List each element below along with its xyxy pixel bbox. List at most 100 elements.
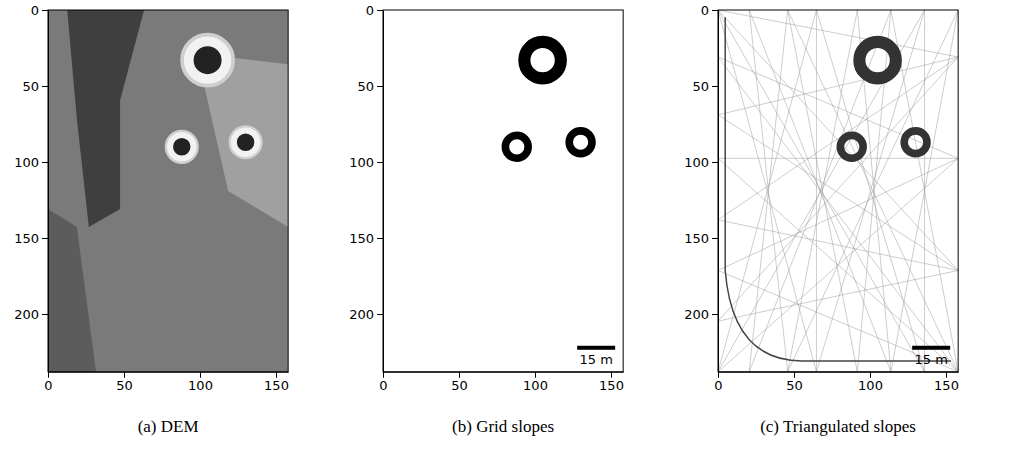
x-axis: 050100150 xyxy=(44,372,289,393)
tick-label: 50 xyxy=(357,79,374,94)
plot-area xyxy=(383,10,623,372)
tick-label: 0 xyxy=(379,378,387,393)
image-ground xyxy=(383,10,623,372)
mesh-edge xyxy=(718,220,958,271)
tick: 0 xyxy=(701,3,718,18)
axis-line xyxy=(48,11,49,373)
mesh-edge xyxy=(718,10,958,270)
tick: 150 xyxy=(264,372,289,393)
frame xyxy=(48,10,288,372)
tick-label: 200 xyxy=(684,307,709,322)
tick-label: 0 xyxy=(366,3,374,18)
mesh-edge xyxy=(749,10,891,372)
crater-rim xyxy=(182,35,233,86)
caption: (c) Triangulated slopes xyxy=(760,417,916,436)
tick-label: 0 xyxy=(714,378,722,393)
tick-mark xyxy=(42,86,48,87)
crater xyxy=(840,135,863,158)
tick: 0 xyxy=(44,372,52,393)
axis-line xyxy=(383,11,384,373)
tick-mark xyxy=(712,314,718,315)
tick-mark xyxy=(377,238,383,239)
crater xyxy=(524,42,560,78)
tick-label: 150 xyxy=(934,378,959,393)
tick: 200 xyxy=(684,307,718,322)
axis-line xyxy=(49,372,289,373)
mesh-edge xyxy=(718,158,958,270)
tick: 200 xyxy=(349,307,383,322)
tick-label: 100 xyxy=(14,155,39,170)
tick-label: 150 xyxy=(264,378,289,393)
plot-area xyxy=(718,10,958,372)
crater xyxy=(505,135,528,158)
plot-area xyxy=(48,10,288,372)
mesh-edge xyxy=(816,10,817,372)
mesh-edge xyxy=(816,10,924,372)
panel: 05010015005010015020015 m(b) Grid slopes xyxy=(349,3,624,436)
image-ground xyxy=(718,10,958,372)
mesh-edge xyxy=(718,270,958,321)
crater xyxy=(904,131,927,154)
tick-mark xyxy=(459,372,460,378)
mesh-edge xyxy=(788,10,858,372)
panel: 050100150050100150200(a) DEM xyxy=(14,3,289,436)
tick: 50 xyxy=(22,79,48,94)
tick-label: 150 xyxy=(599,378,624,393)
tick: 0 xyxy=(31,3,48,18)
tick-label: 200 xyxy=(14,307,39,322)
low-terrain xyxy=(67,10,144,227)
mesh-edge xyxy=(788,10,858,372)
tick-mark xyxy=(42,10,48,11)
crater-rim xyxy=(230,126,262,158)
mesh-edge xyxy=(718,158,958,371)
tick-mark xyxy=(377,162,383,163)
frame xyxy=(718,10,958,372)
y-axis: 050100150200 xyxy=(349,3,383,373)
axis-line xyxy=(384,372,624,373)
panel: 05010015005010015020015 m(c) Triangulate… xyxy=(684,3,959,436)
tick: 50 xyxy=(116,372,133,393)
tick-label: 0 xyxy=(44,378,52,393)
tick-mark xyxy=(712,86,718,87)
tick-mark xyxy=(377,86,383,87)
tick-mark xyxy=(377,314,383,315)
tick-mark xyxy=(712,10,718,11)
tick: 50 xyxy=(692,79,718,94)
tick: 100 xyxy=(858,372,883,393)
mesh-edge xyxy=(718,158,958,371)
tick-mark xyxy=(124,372,125,378)
tick: 100 xyxy=(349,155,383,170)
scale-bar-label: 15 m xyxy=(914,352,947,367)
tick: 0 xyxy=(714,372,722,393)
tick-label: 100 xyxy=(349,155,374,170)
tick-mark xyxy=(611,372,612,378)
tick-label: 200 xyxy=(349,307,374,322)
tick-label: 50 xyxy=(116,378,133,393)
tick-mark xyxy=(946,372,947,378)
tick: 50 xyxy=(357,79,383,94)
tick-label: 50 xyxy=(451,378,468,393)
tick: 150 xyxy=(934,372,959,393)
scale-bar xyxy=(912,346,950,350)
tick-mark xyxy=(276,372,277,378)
figure: 050100150050100150200(a) DEM050100150050… xyxy=(0,0,1016,475)
mesh-edge xyxy=(718,57,958,321)
x-axis: 0 50 100 150 xyxy=(714,372,959,393)
frame xyxy=(383,10,623,372)
tick-label: 0 xyxy=(701,3,709,18)
x-axis: 050100150 xyxy=(379,372,624,393)
tick-label: 50 xyxy=(692,79,709,94)
crater xyxy=(233,130,257,154)
boundary xyxy=(725,17,951,361)
tick-mark xyxy=(42,162,48,163)
mesh-edge xyxy=(718,10,958,57)
tick-mark xyxy=(42,238,48,239)
tick-mark xyxy=(712,162,718,163)
tick-mark xyxy=(870,372,871,378)
mesh-edge xyxy=(718,10,816,372)
tick-label: 50 xyxy=(786,378,803,393)
crater xyxy=(859,42,895,78)
tick: 200 xyxy=(14,307,48,322)
mesh-edge xyxy=(749,10,891,372)
tick: 150 xyxy=(14,231,48,246)
